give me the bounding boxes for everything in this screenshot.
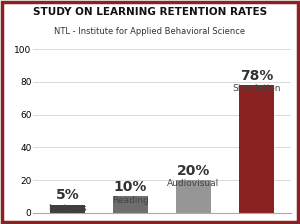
Text: Reading: Reading [112,196,149,205]
Text: 78%: 78% [240,69,273,83]
Bar [113,196,148,213]
Text: 10%: 10% [114,180,147,194]
Text: Simulation: Simulation [232,84,280,93]
Text: Lectures: Lectures [48,204,87,213]
Bar [239,85,274,213]
Bar [176,180,211,213]
Bar [50,205,85,213]
Text: 5%: 5% [56,188,80,202]
Text: 20%: 20% [177,164,210,178]
Text: Audiovisual: Audiovisual [167,179,220,188]
Text: STUDY ON LEARNING RETENTION RATES: STUDY ON LEARNING RETENTION RATES [33,7,267,17]
Text: NTL - Institute for Applied Behavioral Science: NTL - Institute for Applied Behavioral S… [54,27,246,36]
